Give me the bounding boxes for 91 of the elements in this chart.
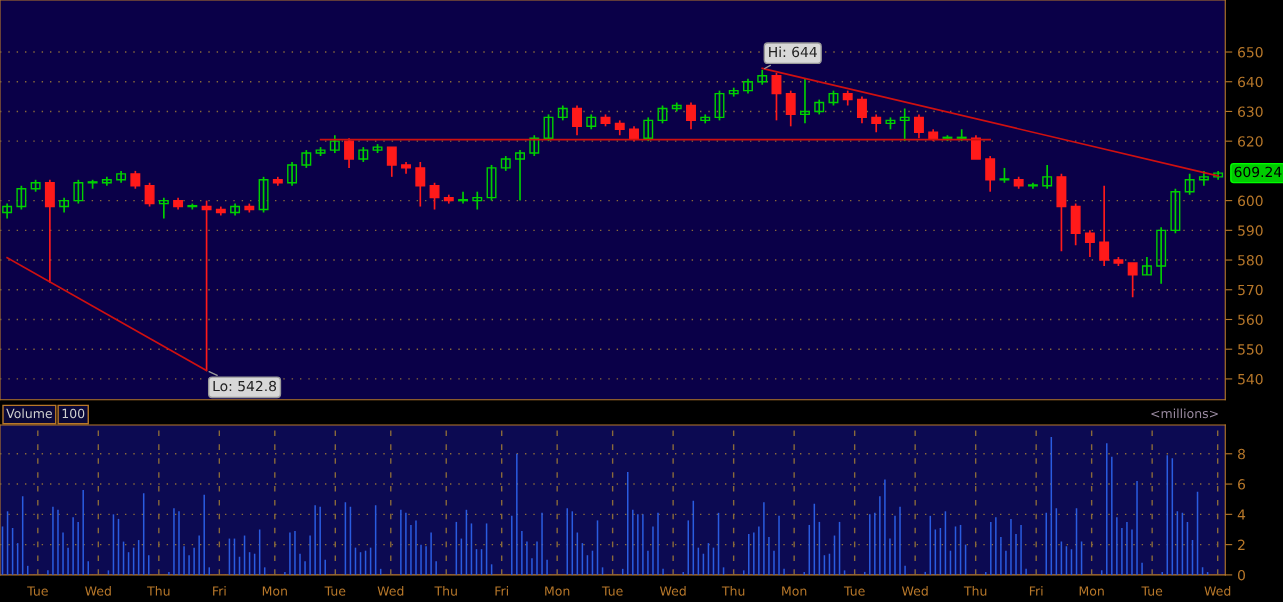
x-tick-label: Wed — [1204, 586, 1231, 596]
candlestick — [515, 149, 525, 202]
candlestick — [287, 161, 298, 187]
candlestick — [73, 178, 84, 205]
x-tick-label: Wed — [659, 586, 686, 596]
annotation: Hi: 644 — [769, 46, 817, 58]
x-tick-label: Wed — [85, 586, 111, 596]
y-tick-label: 4 — [1237, 509, 1246, 520]
candlestick — [572, 104, 582, 137]
candlestick — [386, 146, 397, 178]
text: 100 — [62, 408, 85, 419]
x-tick-label: Thu — [721, 586, 745, 596]
y-tick-label: 630 — [1238, 106, 1263, 117]
candlestick — [771, 71, 782, 122]
x-tick-label: Thu — [963, 586, 987, 596]
candlestick — [415, 161, 426, 208]
x-tick-label: Thu — [434, 586, 457, 596]
y-tick-label: 0 — [1237, 569, 1245, 581]
candlestick — [486, 164, 497, 202]
candlestick — [1170, 187, 1181, 235]
candlestick — [429, 181, 440, 211]
x-tick-label: Tue — [601, 586, 623, 596]
text: 609.24 — [1234, 166, 1282, 178]
candlestick — [1099, 184, 1110, 267]
y-tick-label: 580 — [1238, 255, 1263, 266]
x-tick-label: Mon — [545, 586, 570, 596]
y-tick-label: 550 — [1238, 344, 1263, 355]
candlestick — [344, 137, 355, 169]
y-tick-label: 6 — [1238, 479, 1246, 490]
candlestick — [230, 202, 241, 217]
candlestick — [1127, 262, 1138, 299]
x-tick-label: Wed — [377, 586, 404, 596]
candlestick — [144, 181, 155, 208]
candlestick — [201, 199, 212, 372]
y-tick-label: 560 — [1238, 314, 1263, 325]
candlestick — [258, 175, 269, 214]
candlestick — [2, 202, 13, 220]
candlestick — [301, 149, 312, 169]
candlestick — [728, 86, 739, 98]
x-tick-label: Mon — [782, 586, 807, 596]
candlestick — [700, 113, 711, 125]
candlestick — [743, 77, 753, 95]
y-tick-label: 570 — [1238, 284, 1263, 296]
candlestick — [158, 196, 169, 220]
candlestick — [458, 190, 469, 205]
y-tick-label: 620 — [1238, 136, 1263, 147]
y-tick-label: 600 — [1238, 195, 1263, 207]
y-tick-label: 650 — [1238, 46, 1263, 58]
x-tick-label: Tue — [324, 586, 346, 596]
candlestick — [1156, 226, 1167, 285]
text: <millions> — [1151, 408, 1218, 419]
candlestick — [101, 175, 112, 187]
candlestick — [557, 104, 568, 122]
x-tick-label: Thu — [147, 586, 170, 596]
candlestick — [856, 95, 867, 125]
candlestick — [116, 170, 127, 184]
candlestick — [16, 184, 27, 211]
x-tick-label: Tue — [27, 586, 48, 596]
y-tick-label: 8 — [1238, 448, 1245, 460]
candlestick — [59, 196, 70, 214]
candlestick — [970, 134, 981, 160]
annotation: Lo: 542.8 — [213, 380, 277, 392]
candlestick — [686, 101, 696, 131]
candlestick — [985, 155, 996, 193]
candlestick — [714, 89, 725, 122]
candlestick — [1084, 229, 1095, 258]
x-tick-label: Mon — [1079, 586, 1104, 596]
candlestick — [785, 89, 796, 128]
x-tick-label: Wed — [901, 586, 928, 596]
y-tick-label: 640 — [1238, 76, 1263, 88]
y-tick-label: 2 — [1238, 539, 1245, 550]
candlestick — [800, 77, 810, 125]
candlestick — [913, 113, 924, 140]
x-tick-label: Tue — [843, 586, 865, 596]
x-tick-label: Fri — [495, 586, 508, 596]
candlestick — [1141, 256, 1152, 276]
candlestick — [1184, 173, 1195, 196]
candlestick — [44, 178, 55, 284]
candlestick — [529, 134, 540, 157]
y-tick-label: 590 — [1238, 225, 1263, 236]
x-tick-label: Fri — [213, 586, 226, 596]
x-tick-label: Tue — [1141, 586, 1163, 596]
candlestick — [1042, 164, 1053, 190]
y-tick-label: 540 — [1238, 373, 1263, 385]
candlestick — [814, 98, 825, 116]
x-tick-label: Mon — [262, 586, 287, 596]
candlestick — [472, 190, 483, 211]
x-tick-label: Fri — [1029, 586, 1043, 596]
candlestick — [757, 69, 768, 86]
text: Volume — [6, 408, 52, 419]
candlestick — [586, 113, 597, 131]
